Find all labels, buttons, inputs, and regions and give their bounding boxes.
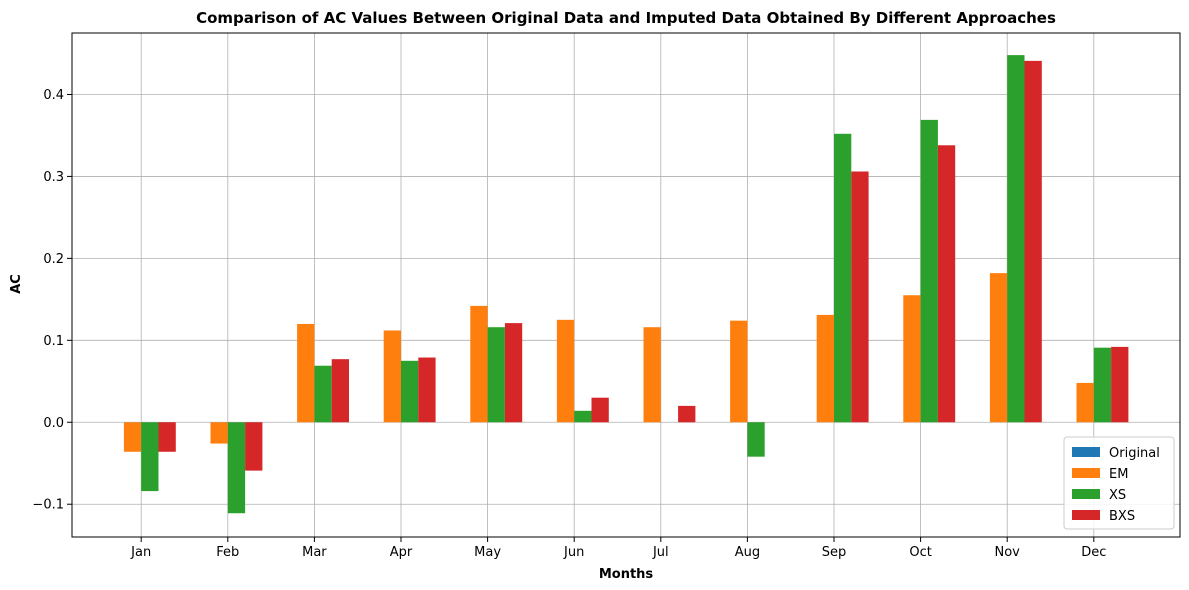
x-tick-label: Mar [302,545,327,560]
y-axis-label: AC [9,274,24,294]
bar-xs-mar [314,365,332,423]
y-ticks: −0.1 0.0 0.1 0.2 0.3 0.4 [32,88,72,513]
bar-xs-jun [574,410,592,423]
x-tick-label: Oct [909,545,931,560]
x-tick-label: Jun [563,545,584,560]
bar-xs-may [487,327,505,423]
bar-em-mar [297,323,315,423]
bar-em-jan [123,422,142,452]
bar-bxs-nov [1024,60,1042,423]
bar-em-sep [816,314,834,423]
bars [123,55,1129,514]
bar-em-aug [730,320,748,423]
bar-xs-jan [141,422,159,492]
y-tick-label: 0.0 [43,416,64,431]
bar-xs-sep [834,133,852,423]
bar-bxs-sep [851,171,869,423]
plot-frame [71,32,1181,538]
bar-em-apr [383,330,401,423]
legend-swatch [1072,447,1100,457]
y-tick-label: −0.1 [32,498,64,513]
bar-xs-aug [747,422,765,457]
bar-em-dec [1076,382,1094,423]
bar-em-nov [989,273,1008,423]
bar-em-oct [903,295,921,423]
legend-swatch [1072,468,1100,478]
legend-box [1063,436,1175,530]
bar-em-jun [556,319,575,423]
legend-label: BXS [1109,509,1135,524]
bar-em-feb [210,422,228,444]
bar-xs-apr [401,360,419,423]
x-tick-label: Nov [995,545,1021,560]
bar-bxs-mar [331,359,349,423]
x-tick-label: Apr [390,545,413,560]
legend-label: Original [1109,446,1160,461]
x-axis-label: Months [599,567,654,582]
x-tick-label: Jan [130,545,151,560]
legend: Original EM XS BXS [1063,436,1175,530]
bar-xs-nov [1007,55,1025,423]
x-tick-label: Feb [216,545,239,560]
bar-xs-dec [1093,347,1112,423]
y-tick-label: 0.1 [43,334,64,349]
bar-bxs-apr [418,357,436,423]
bar-bxs-oct [937,145,956,423]
x-tick-label: Dec [1081,545,1106,560]
x-tick-label: Sep [822,545,847,560]
bar-xs-oct [920,119,938,423]
bar-bxs-jun [591,397,609,423]
x-ticks: Jan Feb Mar Apr May Jun Jul Aug Sep Oct Nov Dec [130,537,1106,560]
legend-label: XS [1109,488,1126,503]
legend-swatch [1072,510,1100,520]
bar-xs-feb [227,422,246,514]
bar-bxs-may [504,323,523,423]
y-tick-label: 0.4 [43,88,64,103]
x-tick-label: Aug [735,545,760,560]
x-tick-label: Jul [652,545,669,560]
bar-bxs-feb [245,422,263,471]
bar-bxs-jan [158,422,176,452]
x-tick-label: May [474,545,501,560]
bar-em-may [470,305,488,423]
bar-bxs-dec [1111,346,1129,423]
legend-swatch [1072,489,1100,499]
y-tick-label: 0.3 [43,170,64,185]
y-tick-label: 0.2 [43,252,64,267]
legend-label: EM [1109,467,1128,482]
bar-em-jul [643,327,661,423]
bar-bxs-jul [678,405,696,423]
chart-title: Comparison of AC Values Between Original… [196,9,1056,27]
